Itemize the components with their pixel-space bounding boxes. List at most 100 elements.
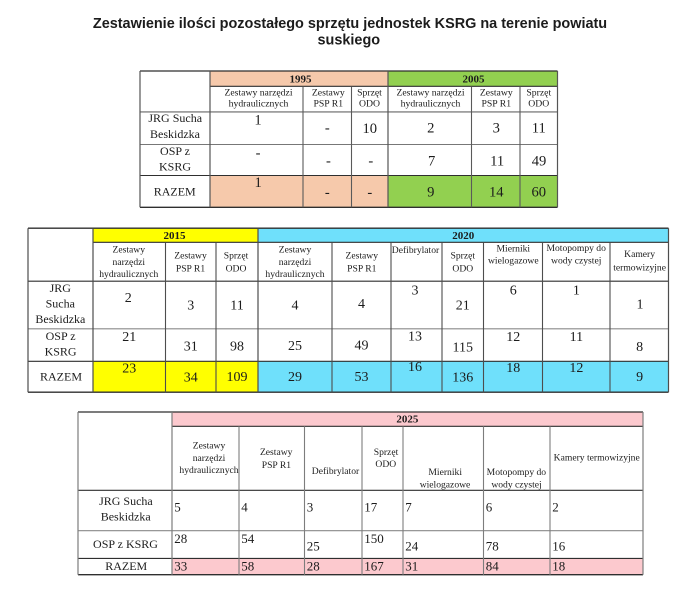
svg-text:JRG: JRG xyxy=(50,281,72,295)
svg-text:1: 1 xyxy=(637,298,644,313)
svg-text:wody czystej: wody czystej xyxy=(551,255,601,266)
svg-text:Motopompy do: Motopompy do xyxy=(546,243,606,254)
svg-text:12: 12 xyxy=(569,361,583,376)
svg-text:Zestawy: Zestawy xyxy=(279,244,312,255)
svg-text:Zestawy: Zestawy xyxy=(346,251,379,262)
svg-text:ODO: ODO xyxy=(375,459,396,470)
svg-text:167: 167 xyxy=(364,559,384,574)
svg-text:3: 3 xyxy=(307,500,314,515)
svg-text:-: - xyxy=(325,185,330,201)
svg-text:9: 9 xyxy=(427,185,434,201)
svg-text:Kamery: Kamery xyxy=(624,249,655,260)
svg-text:OSP z: OSP z xyxy=(160,144,190,158)
svg-text:3: 3 xyxy=(412,284,419,299)
svg-text:ODO: ODO xyxy=(226,263,247,274)
svg-text:2: 2 xyxy=(427,120,434,136)
svg-text:49: 49 xyxy=(355,339,369,354)
svg-text:Sprzęt: Sprzęt xyxy=(357,88,382,99)
svg-text:4: 4 xyxy=(358,297,365,312)
svg-text:7: 7 xyxy=(405,500,412,515)
svg-text:11: 11 xyxy=(230,299,243,314)
svg-text:11: 11 xyxy=(532,120,546,136)
svg-text:3: 3 xyxy=(187,299,194,314)
svg-text:PSP R1: PSP R1 xyxy=(176,263,205,274)
svg-text:ODO: ODO xyxy=(528,98,549,109)
svg-text:KSRG: KSRG xyxy=(45,344,77,358)
svg-text:PSP R1: PSP R1 xyxy=(482,98,512,109)
svg-text:58: 58 xyxy=(241,559,254,574)
svg-text:JRG Sucha: JRG Sucha xyxy=(99,494,153,508)
svg-text:Defibrylator: Defibrylator xyxy=(312,466,360,477)
svg-text:Defibrylator: Defibrylator xyxy=(392,245,440,256)
svg-text:narzędzi: narzędzi xyxy=(113,257,146,268)
svg-text:Zestawy: Zestawy xyxy=(174,251,207,262)
svg-text:18: 18 xyxy=(506,361,520,376)
svg-text:Kamery termowizyjne: Kamery termowizyjne xyxy=(554,453,640,464)
svg-text:8: 8 xyxy=(636,340,643,355)
svg-text:wody czystej: wody czystej xyxy=(491,480,541,491)
svg-text:Beskidzka: Beskidzka xyxy=(101,510,152,524)
svg-text:OSP z KSRG: OSP z KSRG xyxy=(93,537,158,551)
svg-text:Zestawy narzędzi: Zestawy narzędzi xyxy=(224,88,292,99)
svg-text:2: 2 xyxy=(125,291,132,306)
svg-text:narzędzi: narzędzi xyxy=(193,453,226,464)
svg-text:84: 84 xyxy=(486,559,500,574)
svg-text:49: 49 xyxy=(532,153,547,169)
svg-text:hydraulicznych: hydraulicznych xyxy=(265,269,324,280)
svg-text:Zestawy: Zestawy xyxy=(480,88,513,99)
svg-text:28: 28 xyxy=(174,531,187,546)
svg-text:ODO: ODO xyxy=(452,263,473,274)
svg-text:wielogazowe: wielogazowe xyxy=(488,256,539,267)
svg-text:JRG Sucha: JRG Sucha xyxy=(148,111,202,125)
svg-text:16: 16 xyxy=(552,539,566,554)
svg-text:2015: 2015 xyxy=(164,230,187,242)
svg-text:31: 31 xyxy=(184,340,198,355)
svg-text:hydraulicznych: hydraulicznych xyxy=(179,465,238,476)
svg-text:ODO: ODO xyxy=(359,98,380,109)
svg-text:4: 4 xyxy=(292,299,299,314)
svg-text:termowizyjne: termowizyjne xyxy=(613,262,666,273)
svg-text:23: 23 xyxy=(122,362,136,377)
svg-text:11: 11 xyxy=(570,330,583,345)
svg-text:5: 5 xyxy=(174,500,181,515)
svg-text:RAZEM: RAZEM xyxy=(40,369,82,383)
svg-text:2: 2 xyxy=(552,500,559,515)
svg-text:25: 25 xyxy=(288,339,302,354)
svg-text:34: 34 xyxy=(184,371,198,386)
svg-text:1: 1 xyxy=(254,175,261,191)
svg-text:1995: 1995 xyxy=(290,73,313,85)
svg-text:Sprzęt: Sprzęt xyxy=(374,447,399,458)
svg-text:Sprzęt: Sprzęt xyxy=(526,88,551,99)
svg-text:hydraulicznych: hydraulicznych xyxy=(401,98,461,109)
svg-text:PSP R1: PSP R1 xyxy=(347,263,376,274)
svg-text:53: 53 xyxy=(355,370,369,385)
svg-text:Sprzęt: Sprzęt xyxy=(451,250,476,261)
svg-text:2025: 2025 xyxy=(396,414,419,426)
svg-text:hydraulicznych: hydraulicznych xyxy=(229,98,289,109)
svg-text:Zestawy: Zestawy xyxy=(312,88,345,99)
svg-text:2020: 2020 xyxy=(452,230,475,242)
svg-text:21: 21 xyxy=(456,299,470,314)
svg-text:24: 24 xyxy=(405,539,419,554)
svg-text:18: 18 xyxy=(552,559,565,574)
svg-text:115: 115 xyxy=(453,341,473,356)
svg-text:54: 54 xyxy=(241,531,255,546)
svg-text:28: 28 xyxy=(307,559,320,574)
svg-text:Mierniki: Mierniki xyxy=(497,244,531,255)
svg-text:6: 6 xyxy=(486,500,493,515)
svg-text:RAZEM: RAZEM xyxy=(105,559,147,573)
svg-text:60: 60 xyxy=(532,185,547,201)
svg-text:109: 109 xyxy=(227,370,248,385)
svg-text:KSRG: KSRG xyxy=(159,160,191,174)
svg-text:6: 6 xyxy=(510,284,517,299)
svg-text:12: 12 xyxy=(506,330,520,345)
svg-text:2005: 2005 xyxy=(463,73,486,85)
svg-text:136: 136 xyxy=(452,371,473,386)
svg-text:Sucha: Sucha xyxy=(46,296,76,310)
svg-text:16: 16 xyxy=(408,360,422,375)
svg-text:Beskidzka: Beskidzka xyxy=(150,127,201,141)
svg-text:9: 9 xyxy=(636,370,643,385)
svg-text:25: 25 xyxy=(307,539,320,554)
svg-text:-: - xyxy=(325,120,330,136)
svg-text:-: - xyxy=(367,185,372,201)
